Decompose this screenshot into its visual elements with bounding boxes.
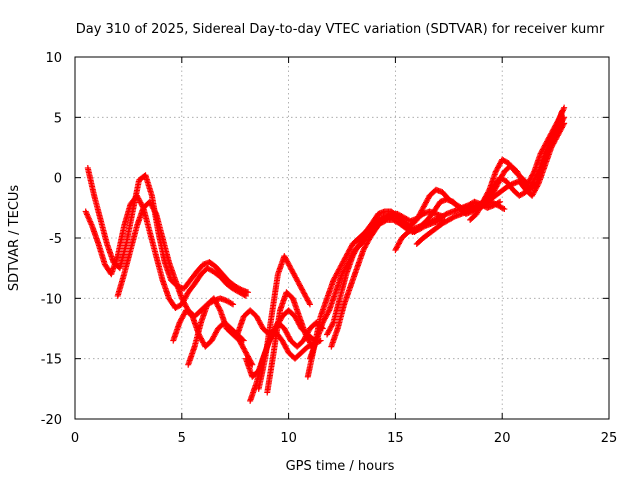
data-point-marker xyxy=(534,182,541,189)
data-point-marker xyxy=(497,198,504,205)
y-tick-label: 10 xyxy=(45,51,62,66)
data-point-marker xyxy=(556,114,563,121)
x-tick-label: 0 xyxy=(71,431,79,446)
data-point-marker xyxy=(306,300,313,307)
series-5 xyxy=(234,307,318,344)
grid xyxy=(75,57,609,419)
y-axis-label: SDTVAR / TECUs xyxy=(7,185,22,292)
data-point-marker xyxy=(325,308,332,315)
data-point-marker xyxy=(560,121,567,128)
data-point-marker xyxy=(501,206,508,213)
y-tick-label: -10 xyxy=(41,292,62,307)
data-point-marker xyxy=(558,110,565,117)
y-tick-label: -20 xyxy=(41,413,62,428)
data-point-marker xyxy=(559,108,566,115)
series-4 xyxy=(185,295,256,368)
data-point-marker xyxy=(557,112,564,119)
x-tick-label: 15 xyxy=(387,431,404,446)
data-point-marker xyxy=(152,209,159,216)
data-point-marker xyxy=(561,120,568,127)
data-point-marker xyxy=(216,306,223,313)
data-point-marker xyxy=(559,107,566,114)
data-point-marker xyxy=(500,205,507,212)
series-15 xyxy=(413,114,568,248)
series-8 xyxy=(255,253,313,392)
data-point-marker xyxy=(329,320,336,327)
data-points xyxy=(82,104,568,404)
data-point-marker xyxy=(561,104,568,111)
ticks: 0 5 10 15 20 25 -20 -15 -10 -5 0 5 10 xyxy=(41,51,618,446)
data-point-marker xyxy=(530,169,537,176)
x-tick-label: 10 xyxy=(280,431,297,446)
series-9 xyxy=(264,289,316,396)
series-1 xyxy=(84,165,252,296)
x-axis-label: GPS time / hours xyxy=(286,459,395,474)
x-tick-label: 20 xyxy=(494,431,511,446)
y-tick-label: -15 xyxy=(41,353,62,368)
x-tick-label: 25 xyxy=(601,431,618,446)
y-tick-label: -5 xyxy=(49,232,62,247)
series-17 xyxy=(477,120,568,211)
data-point-marker xyxy=(245,289,252,296)
data-point-marker xyxy=(556,115,563,122)
series-11 xyxy=(306,216,448,362)
y-tick-label: 0 xyxy=(54,172,62,187)
data-point-marker xyxy=(558,111,565,118)
y-tick-label: 5 xyxy=(54,111,62,126)
data-point-marker xyxy=(485,188,492,195)
chart-title: Day 310 of 2025, Sidereal Day-to-day VTE… xyxy=(76,22,605,37)
x-tick-label: 5 xyxy=(178,431,186,446)
data-point-marker xyxy=(230,301,237,308)
data-point-marker xyxy=(306,301,313,308)
data-point-marker xyxy=(228,300,235,307)
data-point-marker xyxy=(560,106,567,113)
